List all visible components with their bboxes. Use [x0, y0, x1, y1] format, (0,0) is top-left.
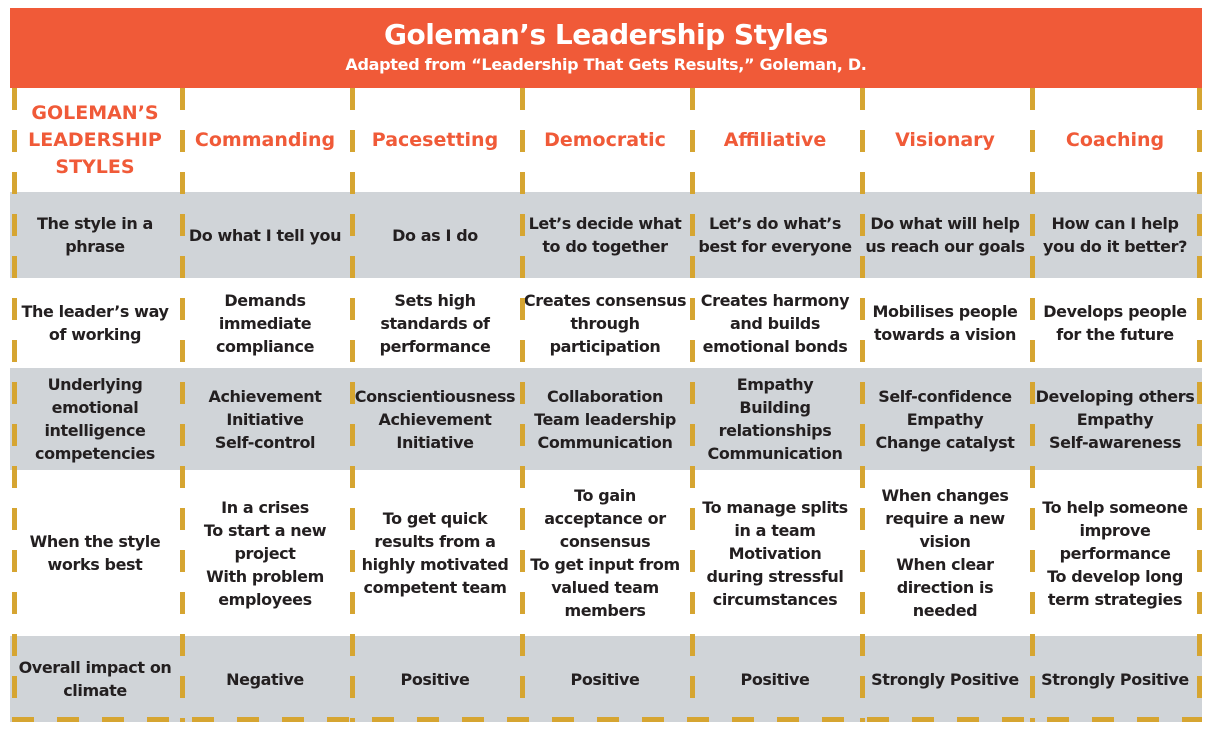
row-label: Overall impact on climate — [18, 658, 172, 700]
column-header: Democratic — [544, 128, 666, 151]
table-cell: Negative — [226, 669, 304, 689]
page-title: Goleman’s Leadership Styles — [384, 18, 828, 51]
column-header: Visionary — [895, 128, 995, 151]
table-cell: Let’s do what’s best for everyone — [698, 214, 852, 256]
table-cell: To manage splits in a team Motivation du… — [702, 497, 848, 609]
table-cell: Let’s decide what to do together — [528, 214, 682, 256]
column-header: Coaching — [1065, 128, 1165, 151]
table-cell: Developing others Empathy Self-awareness — [1035, 386, 1195, 452]
header-row: GOLEMAN’S LEADERSHIP STYLES Commanding Pac… — [10, 88, 1202, 192]
table-cell: Do what I tell you — [188, 225, 342, 245]
column-header: Affiliative — [723, 128, 827, 151]
table-cell: Creates harmony and builds emotional bon… — [700, 290, 850, 356]
column-header: Pacesetting — [371, 128, 499, 151]
table-cell: Positive — [570, 669, 640, 689]
table-cell: Self-confidence Empathy Change catalyst — [875, 386, 1015, 452]
row-ei-competencies: Underlying emotional intelligence compet… — [10, 368, 1202, 470]
table-cell: When changes require a new vision When c… — [881, 486, 1009, 620]
dashed-divider — [520, 88, 525, 722]
table-cell: Conscientiousness Achievement Initiative — [354, 386, 516, 452]
table-cell: Positive — [740, 669, 810, 689]
dashed-bottom-border — [12, 717, 1202, 722]
dashed-divider — [690, 88, 695, 722]
table-cell: To help someone improve performance To d… — [1042, 497, 1188, 609]
table-cell: Collaboration Team leadership Communicat… — [534, 386, 676, 452]
table-cell: In a crises To start a new project With … — [203, 497, 327, 609]
title-banner: Goleman’s Leadership Styles Adapted from… — [10, 8, 1202, 88]
row-climate-impact: Overall impact on climate Negative Positiv… — [10, 636, 1202, 722]
table-cell: Strongly Positive — [871, 669, 1019, 689]
table-cell: Creates consensus through participation — [523, 290, 687, 356]
page-subtitle: Adapted from “Leadership That Gets Resul… — [345, 55, 867, 74]
table-cell: Do what will help us reach our goals — [865, 214, 1025, 256]
dashed-divider — [12, 88, 17, 722]
row-label: The leader’s way of working — [21, 302, 169, 344]
table-cell: Demands immediate compliance — [215, 290, 315, 356]
table-cell: To gain acceptance or consensus To get i… — [530, 486, 680, 620]
row-works-best: When the style works best In a crises To … — [10, 470, 1202, 636]
row-way-of-working: The leader’s way of working Demands immed… — [10, 278, 1202, 368]
table-cell: Do as I do — [392, 225, 478, 245]
row-label: Underlying emotional intelligence compet… — [35, 375, 155, 463]
table-cell: Mobilises people towards a vision — [872, 302, 1018, 344]
table-cell: To get quick results from a highly motiv… — [361, 509, 509, 597]
table-cell: Achievement Initiative Self-control — [208, 386, 322, 452]
dashed-divider — [1197, 88, 1202, 722]
row-style-phrase: The style in a phrase Do what I tell you D… — [10, 192, 1202, 278]
table-cell: Positive — [400, 669, 470, 689]
dashed-divider — [350, 88, 355, 722]
table-cell: Sets high standards of performance — [379, 290, 491, 356]
dashed-divider — [860, 88, 865, 722]
column-header: Commanding — [194, 128, 336, 151]
dashed-divider — [1030, 88, 1035, 722]
row-label: When the style works best — [29, 532, 161, 574]
table-cell: Strongly Positive — [1041, 669, 1189, 689]
dashed-divider — [180, 88, 185, 722]
row-label: The style in a phrase — [37, 214, 153, 256]
column-header: GOLEMAN’S LEADERSHIP STYLES — [28, 101, 162, 178]
table-cell: How can I help you do it better? — [1043, 214, 1187, 256]
table-cell: Develops people for the future — [1043, 302, 1187, 344]
table-cell: Empathy Building relationships Communica… — [707, 375, 843, 463]
